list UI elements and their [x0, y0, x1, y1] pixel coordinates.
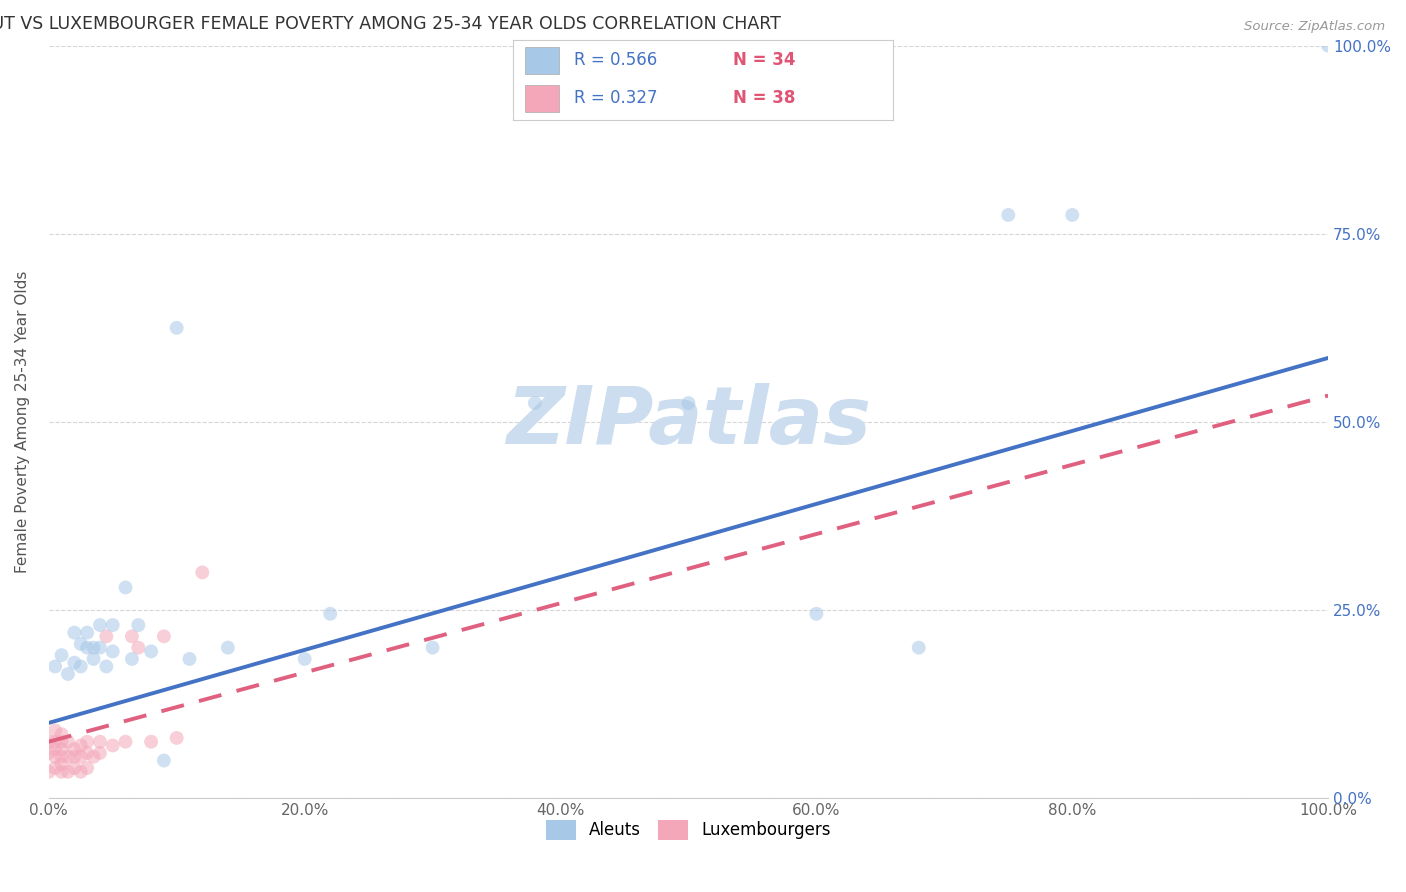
Point [1317, 38, 1340, 53]
Point [153, 629, 176, 643]
Text: ALEUT VS LUXEMBOURGER FEMALE POVERTY AMONG 25-34 YEAR OLDS CORRELATION CHART: ALEUT VS LUXEMBOURGER FEMALE POVERTY AMO… [0, 15, 782, 33]
Text: R = 0.327: R = 0.327 [574, 89, 658, 107]
Point [422, 640, 444, 655]
Point [101, 644, 124, 658]
Point [56, 764, 79, 779]
Point [44, 735, 66, 749]
Text: Source: ZipAtlas.com: Source: ZipAtlas.com [1244, 20, 1385, 33]
Point [997, 208, 1019, 222]
Point [678, 396, 700, 410]
Point [83, 652, 105, 666]
Point [89, 746, 111, 760]
Point [89, 618, 111, 632]
Point [51, 749, 73, 764]
Point [83, 640, 105, 655]
Point [1062, 208, 1084, 222]
Point [89, 640, 111, 655]
Point [127, 618, 149, 632]
Point [523, 396, 546, 410]
Point [89, 735, 111, 749]
Point [96, 659, 118, 673]
Point [69, 764, 91, 779]
Point [139, 735, 162, 749]
Text: N = 34: N = 34 [734, 51, 796, 70]
Point [56, 667, 79, 681]
Point [806, 607, 828, 621]
Point [83, 749, 105, 764]
Point [44, 723, 66, 738]
Point [63, 742, 86, 756]
Point [38, 735, 60, 749]
Point [121, 629, 143, 643]
Point [76, 746, 98, 760]
Point [44, 761, 66, 775]
Text: N = 38: N = 38 [734, 89, 796, 107]
Point [51, 742, 73, 756]
Point [51, 757, 73, 772]
Point [38, 746, 60, 760]
Point [907, 640, 929, 655]
Legend: Aleuts, Luxembourgers: Aleuts, Luxembourgers [540, 814, 838, 847]
Point [191, 566, 214, 580]
Text: ZIPatlas: ZIPatlas [506, 383, 870, 461]
Point [76, 761, 98, 775]
Point [69, 739, 91, 753]
Point [153, 754, 176, 768]
Point [76, 625, 98, 640]
Point [51, 727, 73, 741]
Point [63, 656, 86, 670]
Point [76, 735, 98, 749]
Point [101, 739, 124, 753]
Point [96, 629, 118, 643]
Point [179, 652, 201, 666]
Point [166, 321, 188, 335]
Point [114, 735, 136, 749]
Point [114, 581, 136, 595]
Point [166, 731, 188, 745]
Point [121, 652, 143, 666]
Point [51, 648, 73, 662]
Point [294, 652, 316, 666]
Point [51, 764, 73, 779]
Point [51, 735, 73, 749]
Point [69, 749, 91, 764]
Point [101, 618, 124, 632]
Point [44, 742, 66, 756]
Point [69, 659, 91, 673]
Point [63, 761, 86, 775]
Point [319, 607, 342, 621]
Point [76, 640, 98, 655]
Point [56, 749, 79, 764]
Point [38, 764, 60, 779]
Point [56, 735, 79, 749]
Point [44, 749, 66, 764]
Bar [524, 85, 558, 112]
Point [127, 640, 149, 655]
Point [63, 749, 86, 764]
Bar [524, 46, 558, 74]
Point [139, 644, 162, 658]
Point [217, 640, 239, 655]
Text: R = 0.566: R = 0.566 [574, 51, 657, 70]
Point [44, 659, 66, 673]
Y-axis label: Female Poverty Among 25-34 Year Olds: Female Poverty Among 25-34 Year Olds [15, 270, 30, 573]
Point [69, 637, 91, 651]
Point [63, 625, 86, 640]
